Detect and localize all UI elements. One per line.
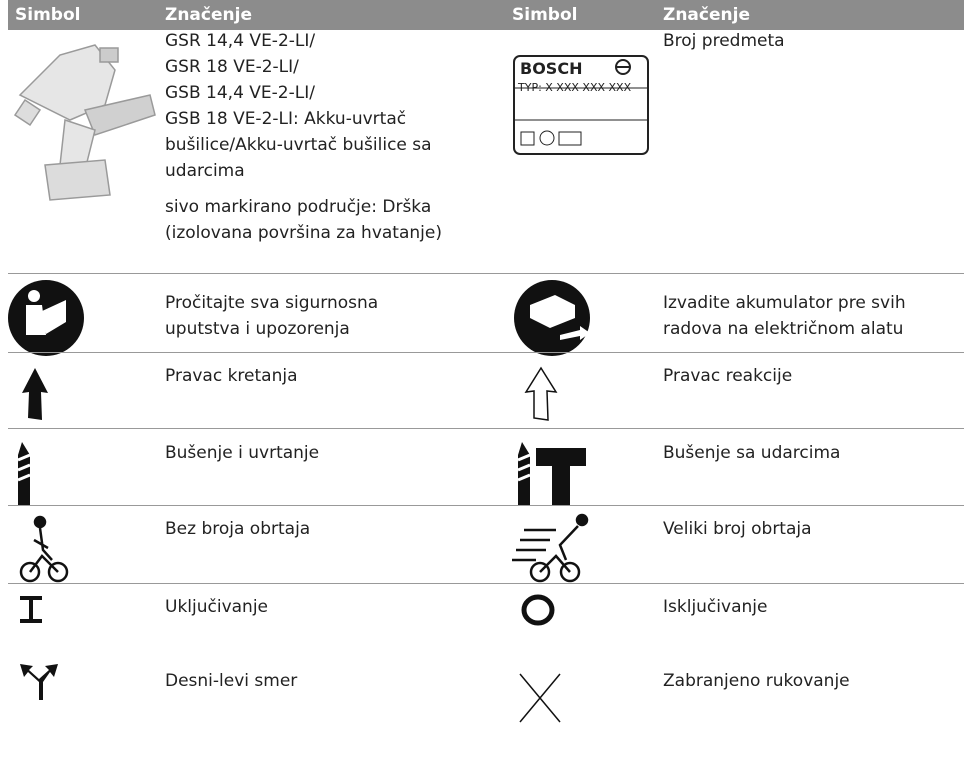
reaction-arrow xyxy=(524,366,558,421)
meaning-text: udarcima xyxy=(165,161,245,181)
drill-image xyxy=(13,44,156,201)
slow-cyclist-icon xyxy=(19,515,69,583)
meaning-text: Bez broja obrtaja xyxy=(165,519,311,539)
meaning-text: Pročitajte sva sigurnosna xyxy=(165,293,379,313)
header-cell: Simbol xyxy=(512,5,578,25)
meaning-text: bušilice/Akku-uvrtač bušilice sa xyxy=(165,135,432,155)
header-cell: Značenje xyxy=(663,5,750,25)
meaning-text: GSB 18 VE-2-LI: Akku-uvrtač xyxy=(165,109,407,129)
meaning-text: Bušenje i uvrtanje xyxy=(165,443,320,463)
meaning-text: Desni-levi smer xyxy=(165,671,298,691)
row-separator xyxy=(8,583,964,584)
meaning-text: Isključivanje xyxy=(663,597,768,617)
row-separator xyxy=(8,428,964,429)
meaning-text: Pravac kretanja xyxy=(165,366,298,386)
meaning-text: sivo markirano područje: Drška xyxy=(165,197,432,217)
meaning-text: Broj predmeta xyxy=(663,31,785,51)
direction-arrow xyxy=(22,368,48,420)
impact-drill-icon xyxy=(517,442,586,505)
type-label xyxy=(513,55,649,155)
meaning-text: uputstva i upozorenja xyxy=(165,319,350,339)
remove-battery-icon xyxy=(514,280,590,356)
meaning-text: Veliki broj obrtaja xyxy=(663,519,812,539)
meaning-text: Izvadite akumulator pre svih xyxy=(663,293,906,313)
row-separator xyxy=(8,352,964,353)
meaning-text: GSR 18 VE-2-LI/ xyxy=(165,57,299,77)
meaning-text: GSB 14,4 VE-2-LI/ xyxy=(165,83,315,103)
table-header xyxy=(8,0,964,30)
row-separator xyxy=(8,273,964,274)
off-icon xyxy=(521,594,555,626)
label-type: TYP: X XXX XXX XXX xyxy=(518,81,632,94)
fast-cyclist-icon xyxy=(512,513,589,583)
prohibited-icon xyxy=(519,673,561,723)
on-icon xyxy=(20,596,42,623)
drill-bit-icon xyxy=(17,442,31,505)
meaning-text: radova na električnom alatu xyxy=(663,319,904,339)
forward-reverse-icon xyxy=(20,664,58,700)
meaning-text: (izolovana površina za hvatanje) xyxy=(165,223,442,243)
read-manual-icon xyxy=(8,280,84,356)
meaning-text: GSR 14,4 VE-2-LI/ xyxy=(165,31,316,51)
meaning-text: Pravac reakcije xyxy=(663,366,793,386)
meaning-text: Uključivanje xyxy=(165,597,269,617)
label-brand: BOSCH xyxy=(520,59,583,78)
meaning-text: Zabranjeno rukovanje xyxy=(663,671,850,691)
row-separator xyxy=(8,505,964,506)
header-cell: Simbol xyxy=(15,5,81,25)
header-cell: Značenje xyxy=(165,5,252,25)
meaning-text: Bušenje sa udarcima xyxy=(663,443,841,463)
